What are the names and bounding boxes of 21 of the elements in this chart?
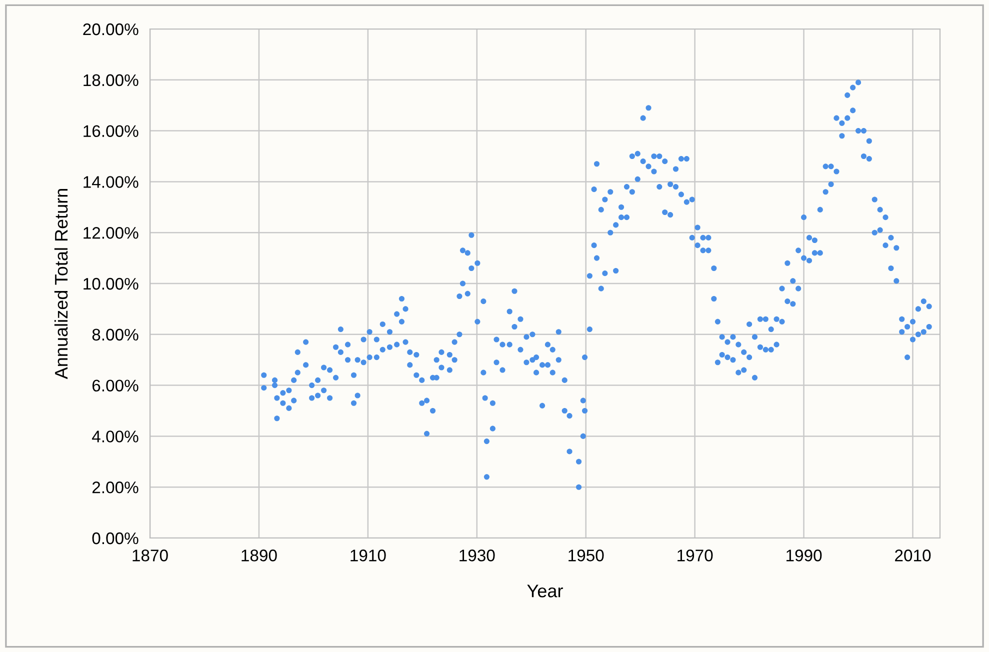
y-tick-label: 18.00% [84,74,138,86]
y-tick-label: 14.00% [84,176,138,188]
x-tick-label: 2010 [895,550,931,562]
y-tick-label: 12.00% [84,227,138,239]
y-tick-label: 4.00% [92,430,138,442]
x-tick-label: 1910 [350,550,386,562]
x-tick-label: 1990 [786,550,822,562]
y-axis-title: Annualized Total Return [54,188,68,380]
y-tick-label: 2.00% [92,482,138,494]
y-tick-label: 10.00% [84,278,138,290]
x-tick-label: 1930 [460,550,495,562]
y-tick-label: 8.00% [92,328,138,341]
x-tick-label: 1890 [242,550,277,562]
y-tick-label: 6.00% [92,380,138,392]
y-tick-label: 0.00% [92,532,138,544]
x-tick-label: 1970 [678,550,713,562]
x-tick-label: 1950 [568,550,604,562]
y-tick-label: 16.00% [84,125,138,138]
x-axis-title: Year [527,584,563,598]
x-tick-label: 1870 [132,550,168,562]
y-tick-label: 20.00% [83,23,138,36]
